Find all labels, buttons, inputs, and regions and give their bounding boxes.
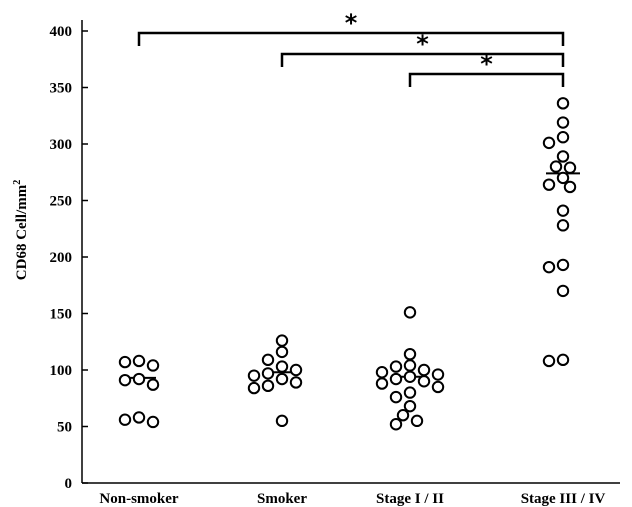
data-point: [132, 372, 146, 386]
x-category-label: Non-smoker: [99, 491, 179, 507]
y-ticks: 0 50 100 150 200 250 300 350 400: [50, 24, 88, 492]
data-point: [431, 380, 445, 394]
y-axis-label-text: CD68 Cell/mm: [14, 184, 30, 280]
data-point: [403, 359, 417, 372]
data-point: [146, 359, 160, 372]
data-point: [403, 399, 417, 413]
y-tick-label: 250: [50, 194, 73, 210]
x-category-label: Smoker: [257, 491, 307, 507]
significance-bracket: [280, 52, 565, 67]
data-point: [403, 306, 417, 319]
data-points: [118, 97, 577, 431]
significance-asterisk: *: [480, 50, 493, 78]
y-tick-label: 50: [57, 420, 72, 436]
data-point: [556, 284, 570, 298]
data-point: [431, 368, 445, 381]
y-tick-label: 100: [50, 363, 73, 379]
data-point: [556, 204, 570, 217]
svg-text:CD68 Cell/mm2: CD68 Cell/mm2: [12, 180, 30, 280]
data-point: [417, 363, 431, 377]
data-point: [389, 360, 403, 373]
y-axis-label: CD68 Cell/mm2: [12, 180, 30, 280]
data-point: [275, 360, 289, 373]
y-tick-label: 400: [50, 24, 73, 40]
data-point: [556, 219, 570, 232]
data-point: [389, 390, 403, 404]
data-point: [261, 353, 275, 367]
data-point: [247, 369, 261, 382]
significance-brackets: * * *: [137, 9, 565, 87]
data-point: [556, 171, 570, 185]
y-tick-label: 0: [65, 476, 73, 492]
data-point: [563, 161, 577, 174]
data-point: [556, 116, 570, 129]
significance-asterisk: *: [345, 9, 358, 37]
data-point: [542, 178, 556, 191]
data-point: [275, 414, 289, 428]
significance-asterisk: *: [416, 30, 429, 58]
data-point: [261, 379, 275, 393]
data-point: [417, 375, 431, 388]
data-point: [403, 347, 417, 361]
data-point: [247, 381, 261, 395]
data-point: [556, 258, 570, 272]
data-point: [118, 373, 132, 387]
significance-bracket: [137, 31, 565, 46]
data-point: [556, 353, 570, 367]
data-point: [556, 150, 570, 163]
data-point: [403, 370, 417, 383]
data-point: [542, 136, 556, 150]
data-point: [375, 377, 389, 390]
data-point: [375, 366, 389, 379]
data-point: [146, 415, 160, 429]
data-point: [556, 97, 570, 110]
data-point: [556, 131, 570, 144]
data-point: [275, 372, 289, 386]
significance-bracket: [408, 72, 565, 87]
data-point: [118, 355, 132, 369]
median-lines: [122, 172, 580, 379]
data-point: [410, 414, 424, 428]
y-tick-label: 350: [50, 81, 73, 97]
data-point: [132, 354, 146, 368]
data-point: [396, 409, 410, 422]
data-point: [289, 376, 303, 389]
y-tick-label: 300: [50, 137, 73, 153]
data-point: [275, 334, 289, 347]
data-point: [403, 386, 417, 399]
x-category-label: Stage I / II: [376, 491, 444, 507]
data-point: [389, 418, 403, 431]
data-point: [118, 413, 132, 426]
data-point: [261, 367, 275, 380]
x-category-labels: Non-smoker Smoker Stage I / II Stage III / …: [99, 491, 605, 507]
data-point: [389, 372, 403, 386]
y-tick-label: 200: [50, 250, 73, 266]
y-tick-label: 150: [50, 307, 73, 323]
y-axis-label-superscript: 2: [12, 180, 23, 185]
x-category-label: Stage III / IV: [521, 491, 606, 507]
data-point: [563, 180, 577, 194]
data-point: [146, 378, 160, 391]
data-point: [275, 345, 289, 359]
data-point: [542, 354, 556, 368]
data-point: [542, 260, 556, 274]
data-point: [549, 160, 563, 173]
data-point: [132, 411, 146, 424]
data-point: [289, 363, 303, 377]
